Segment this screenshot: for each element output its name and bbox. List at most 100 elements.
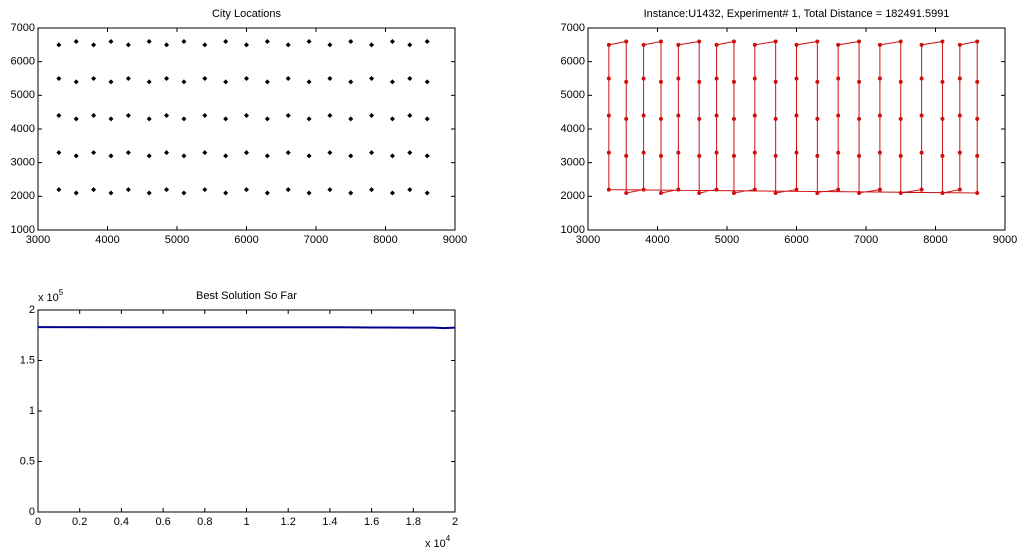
city-point: [223, 153, 229, 159]
tour-point: [676, 76, 681, 81]
x-tick-label: 8000: [373, 234, 397, 246]
y-tick-label: 4000: [11, 123, 35, 135]
city-point: [202, 76, 208, 81]
tour-point: [877, 42, 882, 47]
city-point: [56, 42, 62, 48]
tour-point: [975, 116, 980, 121]
tour-point: [836, 113, 841, 118]
tour-point: [815, 116, 820, 121]
tour-point: [773, 39, 778, 44]
tour-point: [940, 79, 945, 84]
axes: Instance:U1432, Experiment# 1, Total Dis…: [561, 8, 1018, 246]
tour-point: [919, 187, 924, 192]
x-tick-label: 1.8: [406, 516, 421, 528]
y-tick-label: 3000: [561, 157, 585, 169]
city-point: [223, 190, 229, 196]
city-point: [125, 187, 131, 193]
city-point: [56, 150, 62, 156]
y-tick-label: 5000: [561, 89, 585, 101]
tour-point: [697, 39, 702, 44]
city-point: [73, 38, 79, 44]
y-tick-label: 4000: [561, 123, 585, 135]
tour-point: [752, 187, 757, 192]
tour-point: [898, 79, 903, 84]
tour-point: [714, 113, 719, 118]
city-point: [125, 76, 131, 81]
x-tick-label: 0: [35, 516, 41, 528]
city-point: [125, 113, 131, 119]
tour-point: [857, 79, 862, 84]
tour-point: [624, 39, 629, 44]
city-point: [91, 187, 97, 193]
city-point: [424, 79, 430, 85]
tour-point: [714, 42, 719, 47]
city-point: [389, 79, 395, 85]
city-point: [327, 187, 333, 193]
city-point: [181, 79, 187, 85]
tour-point: [940, 153, 945, 158]
x-tick-label: 4000: [645, 234, 669, 246]
city-point: [181, 190, 187, 196]
tour-point: [898, 39, 903, 44]
city-point: [73, 190, 79, 196]
plot-area: [37, 27, 456, 231]
tour-point: [606, 187, 611, 192]
city-point: [407, 113, 413, 119]
tour-point: [877, 187, 882, 192]
city-point: [424, 153, 430, 159]
chart-title: City Locations: [212, 8, 282, 20]
x-tick-label: 9000: [993, 234, 1017, 246]
city-point: [164, 150, 170, 156]
x-tick-label: 6000: [784, 234, 808, 246]
city-point: [264, 38, 270, 44]
x-tick-label: 2: [452, 516, 458, 528]
city-point: [146, 153, 152, 159]
x-tick-label: 7000: [854, 234, 878, 246]
city-point: [202, 187, 208, 193]
city-point: [108, 38, 114, 44]
tour-point: [898, 116, 903, 121]
tour-point: [658, 79, 663, 84]
tour-point: [731, 190, 736, 195]
city-point: [348, 38, 354, 44]
tour-point: [641, 42, 646, 47]
tour-point: [940, 39, 945, 44]
x-tick-label: 4000: [95, 234, 119, 246]
tour-point: [919, 150, 924, 155]
city-point: [424, 38, 430, 44]
city-point: [202, 42, 208, 48]
city-point: [369, 42, 375, 48]
tour-point: [857, 116, 862, 121]
tour-point: [836, 150, 841, 155]
tour-point: [641, 150, 646, 155]
chart-title: Instance:U1432, Experiment# 1, Total Dis…: [644, 8, 950, 20]
tour-point: [975, 39, 980, 44]
city-point: [181, 38, 187, 44]
city-point: [164, 187, 170, 193]
exponent-power: 5: [59, 288, 64, 297]
city-point: [91, 113, 97, 119]
tour-point: [857, 39, 862, 44]
city-point: [348, 79, 354, 85]
tour-point: [752, 42, 757, 47]
city-point: [327, 113, 333, 119]
tour-point: [624, 153, 629, 158]
city-point: [164, 113, 170, 119]
tour-point: [898, 153, 903, 158]
tour-point: [898, 190, 903, 195]
y-tick-label: 1.5: [20, 354, 35, 366]
city-point: [125, 42, 131, 48]
y-tick-label: 7000: [11, 22, 35, 34]
city-point: [285, 187, 291, 193]
axes: City Locations 3000 4000 5000 6000 7000 8000 90…: [11, 8, 468, 246]
city-point: [407, 187, 413, 193]
tour-point: [641, 113, 646, 118]
city-point: [146, 190, 152, 196]
city-point: [108, 153, 114, 159]
city-point: [73, 153, 79, 159]
tour-point: [957, 113, 962, 118]
tour-point: [606, 113, 611, 118]
y-tick-label: 5000: [11, 89, 35, 101]
